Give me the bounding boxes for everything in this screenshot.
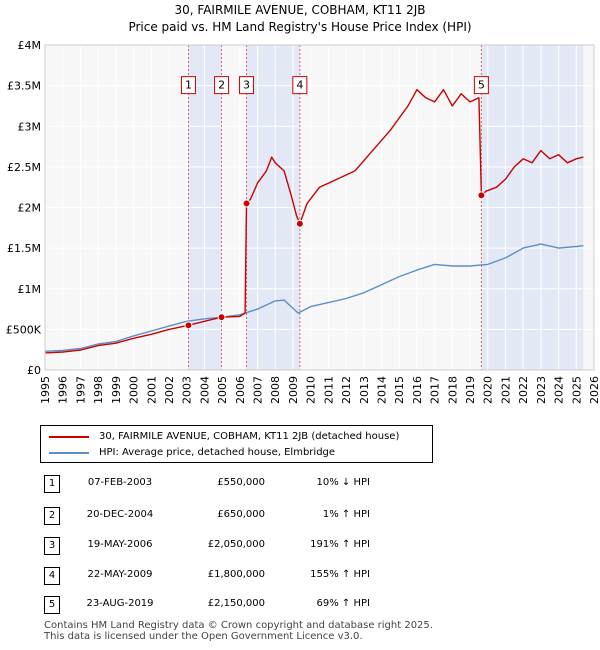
sale-price: £2,150,000: [207, 598, 265, 609]
x-tick-label: 1999: [110, 376, 123, 404]
sale-marker-label: 4: [296, 79, 303, 92]
hpi-series-line: [44, 243, 584, 352]
sale-date: 22-MAY-2009: [87, 569, 153, 580]
sale-hpi-change: 10% ↓ HPI: [316, 477, 370, 488]
table-row: 4 22-MAY-2009 £1,800,000 155% ↑ HPI: [0, 567, 600, 587]
x-tick-label: 2026: [588, 376, 600, 404]
legend-label-property: 30, FAIRMILE AVENUE, COBHAM, KT11 2JB (d…: [99, 431, 400, 442]
sale-marker-box: [180, 76, 196, 95]
x-tick-label: 2018: [446, 376, 459, 404]
sale-number-badge: 1: [44, 475, 60, 493]
sale-number-badge: 5: [44, 596, 60, 614]
x-tick-label: 1998: [92, 376, 105, 404]
x-tick-label: 2010: [305, 376, 318, 404]
footer-licence: This data is licensed under the Open Gov…: [44, 631, 363, 642]
x-tick-label: 2017: [429, 376, 442, 404]
x-tick-label: 2019: [464, 376, 477, 404]
table-row: 3 19-MAY-2006 £2,050,000 191% ↑ HPI: [0, 537, 600, 557]
sale-number-badge: 2: [44, 507, 60, 525]
sale-marker-box: [473, 76, 489, 95]
sale-price: £650,000: [217, 509, 265, 520]
legend-swatch-hpi: [49, 452, 89, 454]
sale-date: 23-AUG-2019: [86, 598, 154, 609]
sale-hpi-change: 191% ↑ HPI: [310, 539, 370, 550]
sale-marker-label: 1: [185, 79, 192, 92]
footer-notice: Contains HM Land Registry data © Crown c…: [44, 620, 433, 642]
sale-hpi-change: 69% ↑ HPI: [316, 598, 370, 609]
x-tick-label: 2023: [535, 376, 548, 404]
table-row: 2 20-DEC-2004 £650,000 1% ↑ HPI: [0, 507, 600, 527]
x-tick-label: 1995: [39, 376, 52, 404]
sale-date: 20-DEC-2004: [86, 509, 154, 520]
y-tick-label: £2M: [18, 202, 42, 215]
sale-point: [217, 313, 226, 322]
x-tick-label: 2013: [358, 376, 371, 404]
property-series-line: [44, 89, 584, 354]
chart-subtitle: Price paid vs. HM Land Registry's House …: [128, 20, 471, 34]
x-tick-label: 2012: [340, 376, 353, 404]
sale-marker-box: [239, 76, 255, 95]
y-tick-label: £4M: [18, 39, 42, 52]
footer-copyright: Contains HM Land Registry data © Crown c…: [44, 620, 433, 631]
x-tick-label: 2003: [181, 376, 194, 404]
sale-point: [184, 321, 193, 330]
sale-marker-box: [292, 76, 308, 95]
x-tick-label: 2021: [499, 376, 512, 404]
table-row: 1 07-FEB-2003 £550,000 10% ↓ HPI: [0, 475, 600, 495]
y-tick-label: £0: [27, 364, 41, 377]
sale-marker-label: 3: [243, 79, 250, 92]
x-tick-label: 2014: [375, 376, 388, 404]
x-tick-label: 2009: [287, 376, 300, 404]
plot-frame: [44, 44, 595, 371]
x-tick-label: 2025: [570, 376, 583, 404]
x-tick-label: 1996: [57, 376, 70, 404]
x-tick-label: 2024: [553, 376, 566, 404]
x-tick-label: 2011: [322, 376, 335, 404]
x-tick-label: 2001: [145, 376, 158, 404]
sale-point: [477, 191, 486, 200]
sale-hpi-change: 155% ↑ HPI: [310, 569, 370, 580]
sale-price: £2,050,000: [207, 539, 265, 550]
sale-point: [242, 199, 251, 208]
x-tick-label: 2016: [411, 376, 424, 404]
sale-price: £550,000: [217, 477, 265, 488]
x-tick-label: 1997: [74, 376, 87, 404]
sale-number-badge: 3: [44, 537, 60, 555]
sale-marker-label: 2: [218, 79, 225, 92]
y-tick-label: £500K: [6, 323, 42, 336]
x-tick-label: 2022: [517, 376, 530, 404]
y-tick-label: £3.5M: [7, 80, 41, 93]
price-chart: 30, FAIRMILE AVENUE, COBHAM, KT11 2JB Pr…: [6, 3, 600, 404]
y-tick-label: £2.5M: [7, 161, 41, 174]
sale-price: £1,800,000: [207, 569, 265, 580]
legend: 30, FAIRMILE AVENUE, COBHAM, KT11 2JB (d…: [40, 425, 433, 463]
y-tick-label: £1M: [18, 283, 42, 296]
x-tick-label: 2004: [198, 376, 211, 404]
x-tick-label: 2020: [482, 376, 495, 404]
x-tick-label: 2005: [216, 376, 229, 404]
legend-swatch-property: [49, 436, 89, 438]
sale-marker-box: [214, 76, 230, 95]
y-tick-label: £3M: [18, 120, 42, 133]
table-row: 5 23-AUG-2019 £2,150,000 69% ↑ HPI: [0, 596, 600, 616]
x-tick-label: 2000: [128, 376, 141, 404]
sale-point: [295, 219, 304, 228]
sale-date: 07-FEB-2003: [87, 477, 153, 488]
chart-title: 30, FAIRMILE AVENUE, COBHAM, KT11 2JB: [175, 3, 426, 17]
sale-marker-label: 5: [478, 79, 485, 92]
x-tick-label: 2002: [163, 376, 176, 404]
sale-number-badge: 4: [44, 567, 60, 585]
x-tick-label: 2006: [234, 376, 247, 404]
x-tick-label: 2007: [252, 376, 265, 404]
x-tick-label: 2015: [393, 376, 406, 404]
x-tick-label: 2008: [269, 376, 282, 404]
legend-label-hpi: HPI: Average price, detached house, Elmb…: [99, 447, 336, 458]
y-tick-label: £1.5M: [7, 242, 41, 255]
sale-date: 19-MAY-2006: [87, 539, 153, 550]
sale-hpi-change: 1% ↑ HPI: [322, 509, 370, 520]
